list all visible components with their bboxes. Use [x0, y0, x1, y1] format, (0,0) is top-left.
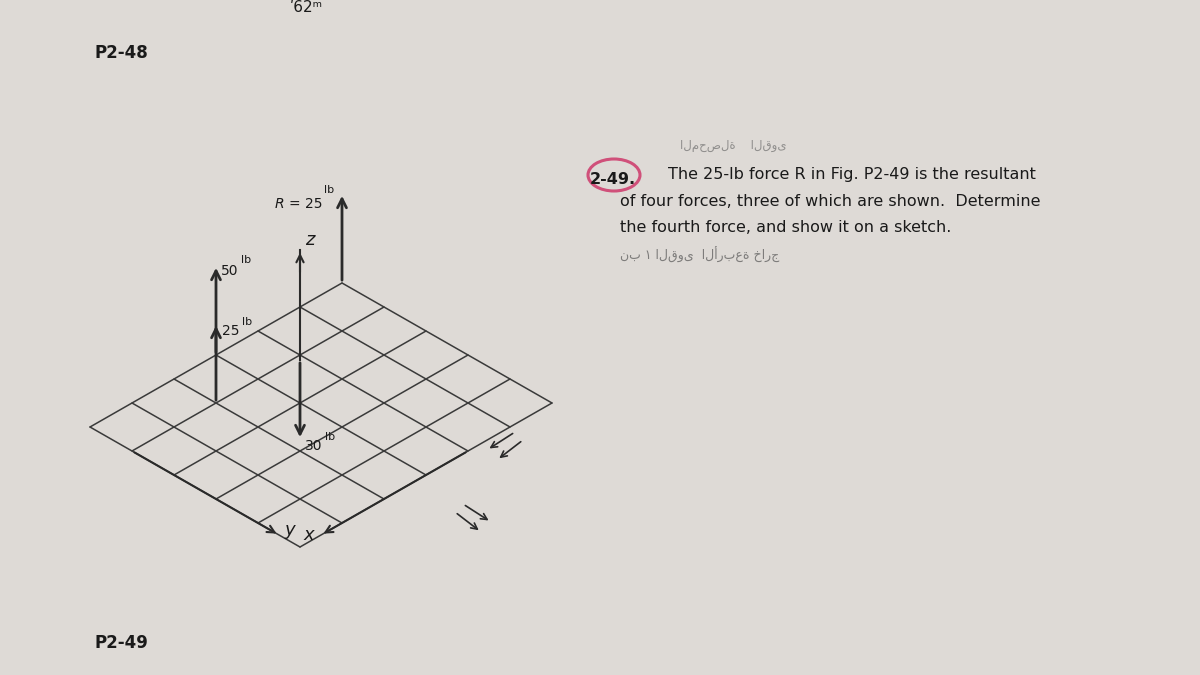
Text: The 25-lb force R in Fig. P2-49 is the resultant: The 25-lb force R in Fig. P2-49 is the r… [668, 167, 1036, 182]
Text: lb: lb [241, 255, 251, 265]
Text: 30: 30 [305, 439, 323, 453]
Text: 50: 50 [221, 264, 239, 278]
Text: x: x [302, 526, 313, 544]
Text: المحصلة    القوى: المحصلة القوى [680, 138, 786, 151]
Text: $R$: $R$ [274, 197, 284, 211]
Text: the fourth force, and show it on a sketch.: the fourth force, and show it on a sketc… [620, 219, 952, 234]
Text: ʹ62ᵐ: ʹ62ᵐ [290, 0, 323, 15]
Text: نب ١ القوى  الأربعة خارج: نب ١ القوى الأربعة خارج [620, 247, 779, 263]
Text: P2-49: P2-49 [95, 634, 149, 652]
Text: lb: lb [242, 317, 252, 327]
Text: of four forces, three of which are shown.  Determine: of four forces, three of which are shown… [620, 194, 1040, 209]
Text: lb: lb [325, 432, 335, 442]
Text: z: z [305, 231, 314, 249]
Text: 2-49.: 2-49. [590, 171, 636, 186]
Text: P2-48: P2-48 [95, 44, 149, 62]
Text: 25: 25 [222, 324, 240, 338]
Text: lb: lb [324, 185, 334, 195]
Text: = 25: = 25 [289, 197, 323, 211]
Text: y: y [284, 521, 295, 539]
